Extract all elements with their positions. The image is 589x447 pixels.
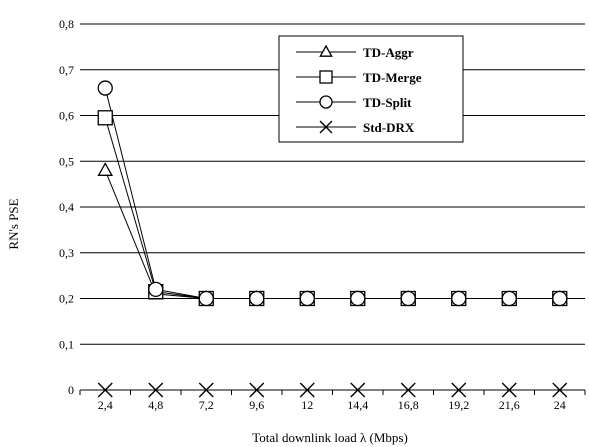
x-tick-label: 19,2 xyxy=(448,398,469,412)
y-tick-label: 0,7 xyxy=(59,63,74,77)
point-std-drx xyxy=(501,382,517,398)
legend-label-std-drx: Std-DRX xyxy=(363,120,415,135)
x-tick-label: 9,6 xyxy=(249,398,264,412)
point-td-split xyxy=(451,290,467,307)
point-td-split xyxy=(400,290,416,307)
point-td-split xyxy=(501,290,517,307)
point-td-split xyxy=(350,290,366,307)
y-tick-label: 0,1 xyxy=(59,337,74,351)
series-lines xyxy=(104,87,560,391)
x-tick-label: 21,6 xyxy=(499,398,520,412)
x-tick-label: 12 xyxy=(301,398,313,412)
x-tick-label: 2,4 xyxy=(98,398,113,412)
series-markers xyxy=(97,80,568,398)
point-std-drx xyxy=(299,382,315,398)
y-tick-label: 0 xyxy=(68,383,74,397)
legend-label-td-merge: TD-Merge xyxy=(363,70,422,85)
legend-marker-td-split xyxy=(319,95,333,109)
point-td-split xyxy=(249,290,265,307)
legend-marker-td-aggr xyxy=(319,44,333,57)
point-td-aggr xyxy=(97,162,114,176)
point-td-split xyxy=(97,80,113,96)
series-line-td-merge xyxy=(104,117,560,299)
x-tick-label: 24 xyxy=(554,398,566,412)
x-tick-labels: 2,4 4,8 7,2 9,6 12 14,4 16,8 19,2 21,6 24 xyxy=(98,398,566,412)
x-axis-title: Total downlink load λ (Mbps) xyxy=(252,430,408,445)
gridlines xyxy=(79,23,586,395)
point-std-drx xyxy=(451,382,467,398)
y-tick-label: 0,2 xyxy=(59,292,74,306)
y-tick-label: 0,8 xyxy=(59,17,74,31)
series-line-td-aggr xyxy=(104,170,560,299)
point-std-drx xyxy=(249,382,265,398)
point-td-split xyxy=(198,290,214,307)
legend: TD-Aggr TD-Merge TD-Split Std-DRX xyxy=(278,35,464,143)
point-std-drx xyxy=(552,382,568,398)
point-td-split xyxy=(299,290,315,307)
legend-marker-td-merge xyxy=(319,70,333,84)
x-tick-label: 4,8 xyxy=(148,398,163,412)
x-tick-label: 7,2 xyxy=(199,398,214,412)
x-tick-label: 16,8 xyxy=(398,398,419,412)
point-td-split xyxy=(148,281,164,298)
legend-label-td-aggr: TD-Aggr xyxy=(363,45,414,60)
y-tick-label: 0,4 xyxy=(59,200,74,214)
point-std-drx xyxy=(198,382,214,398)
point-td-split xyxy=(552,290,568,307)
x-tick-label: 14,4 xyxy=(347,398,368,412)
y-tick-label: 0,5 xyxy=(59,154,74,168)
point-std-drx xyxy=(148,382,164,398)
y-tick-labels: 0 0,1 0,2 0,3 0,4 0,5 0,6 0,7 0,8 xyxy=(59,17,74,397)
series-line-td-split xyxy=(104,87,560,299)
y-tick-label: 0,6 xyxy=(59,109,74,123)
point-std-drx xyxy=(350,382,366,398)
point-std-drx xyxy=(400,382,416,398)
y-axis-title: RN's PSE xyxy=(6,198,21,249)
point-td-merge xyxy=(97,110,113,126)
point-std-drx xyxy=(97,382,113,398)
legend-label-td-split: TD-Split xyxy=(363,95,412,110)
legend-box xyxy=(278,35,464,143)
legend-marker-std-drx xyxy=(319,120,333,134)
y-tick-label: 0,3 xyxy=(59,246,74,260)
